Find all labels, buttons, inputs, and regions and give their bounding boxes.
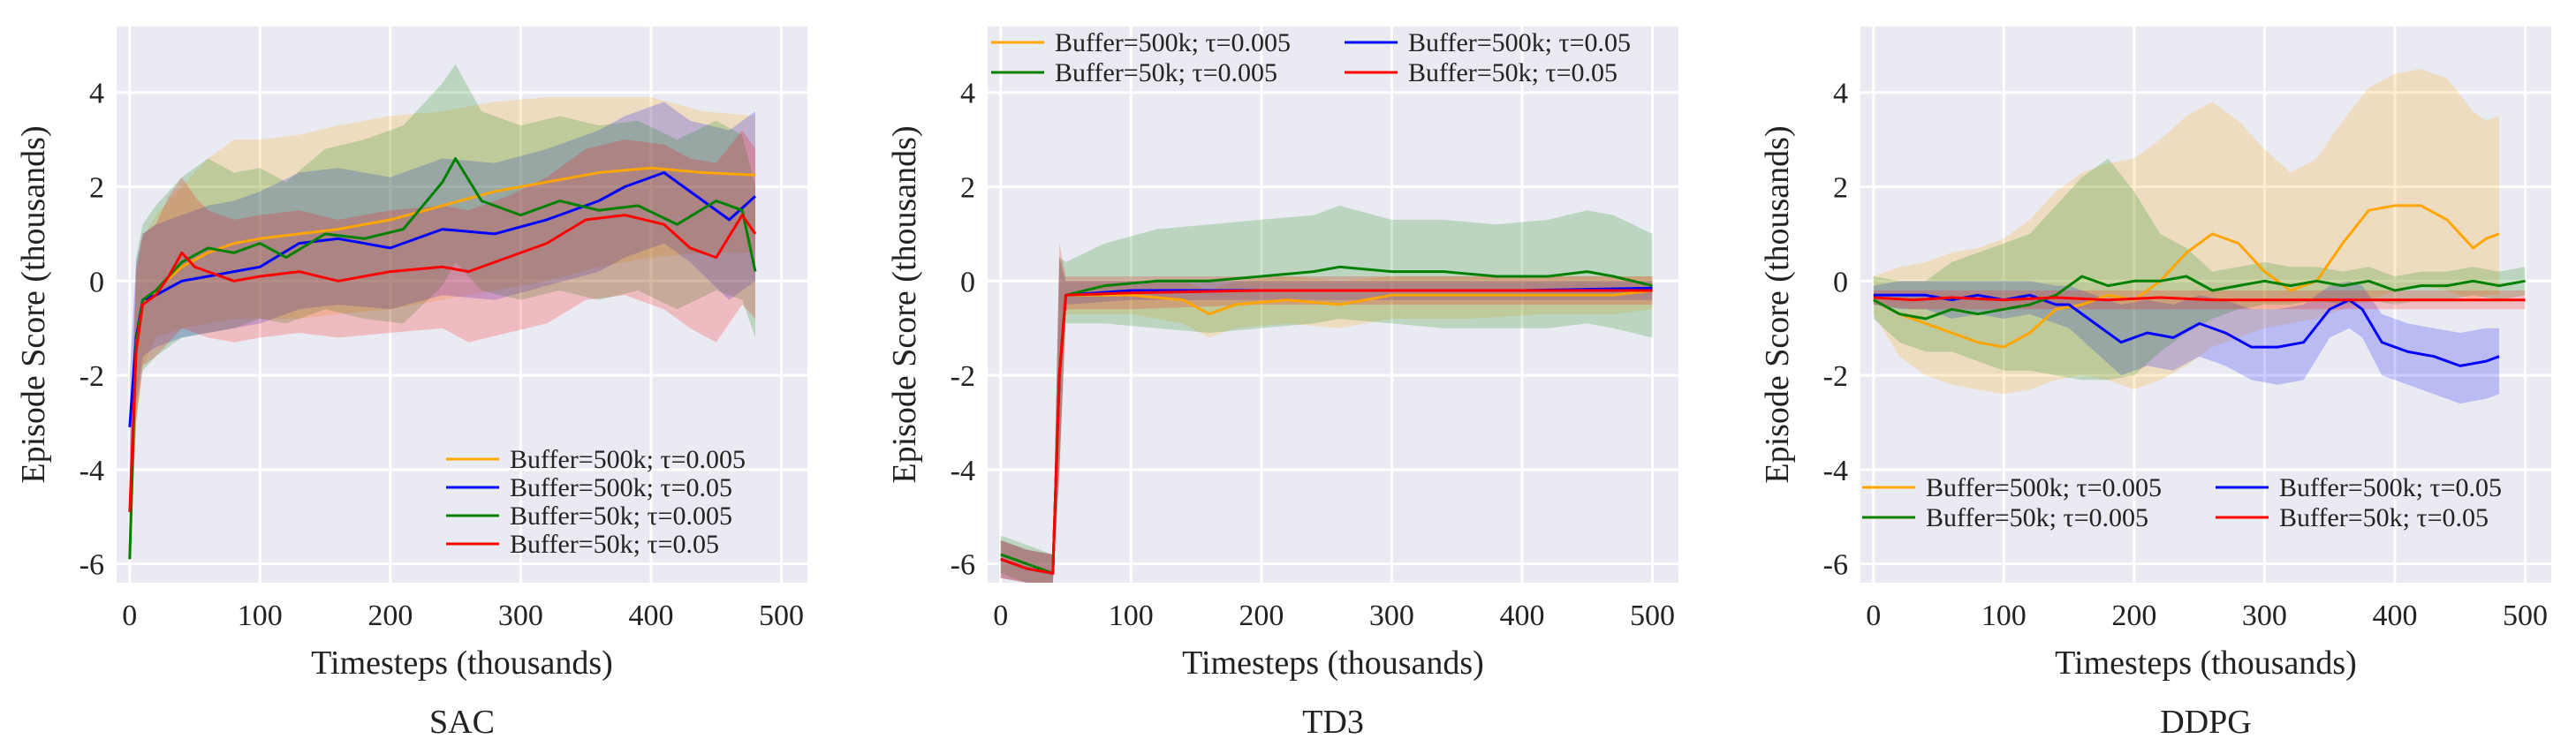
x-axis-label: Timesteps (thousands) <box>1182 645 1484 682</box>
subplot-caption: SAC <box>429 704 495 741</box>
y-tick-label: 0 <box>1833 266 1848 298</box>
x-tick-label: 100 <box>238 599 283 632</box>
y-tick-label: -4 <box>1823 455 1848 487</box>
legend-label: Buffer=500k; τ=0.005 <box>1055 28 1291 57</box>
x-tick-label: 100 <box>1981 599 2027 632</box>
x-tick-label: 500 <box>759 599 804 632</box>
y-tick-label: -2 <box>1823 360 1848 393</box>
y-axis-label: Episode Score (thousands) <box>886 125 923 483</box>
series-line-3 <box>128 214 757 512</box>
y-tick-label: 2 <box>89 172 104 205</box>
series-line-3 <box>1873 296 2526 302</box>
y-tick-label: -2 <box>951 360 975 393</box>
y-tick-label: 4 <box>1833 78 1848 110</box>
x-tick-label: 200 <box>1239 599 1284 632</box>
legend-label: Buffer=500k; τ=0.05 <box>510 473 732 502</box>
series-line-0 <box>1873 204 2500 349</box>
x-tick-label: 0 <box>993 599 1008 632</box>
x-tick-label: 300 <box>1369 599 1414 632</box>
y-tick-label: 2 <box>1833 172 1848 205</box>
x-tick-label: 500 <box>2503 599 2548 632</box>
subplot-caption: DDPG <box>2160 704 2251 741</box>
chart-panel-ddpg: 0 100 200 300 400 500 -6 -4 -2 0 2 4 Timesteps (thou… <box>1759 26 2551 741</box>
x-tick-label: 100 <box>1109 599 1154 632</box>
y-tick-label: -2 <box>80 360 104 393</box>
series-line-2 <box>1873 275 2526 320</box>
x-tick-label: 0 <box>122 599 137 632</box>
plot-area <box>117 26 807 583</box>
legend-label: Buffer=50k; τ=0.05 <box>2279 503 2489 532</box>
chart-panel-td3: 0 100 200 300 400 500 -6 -4 -2 0 2 4 Timesteps (thou… <box>886 26 1678 741</box>
y-axis-label: Episode Score (thousands) <box>1759 125 1796 483</box>
legend-label: Buffer=50k; τ=0.005 <box>1926 503 2148 532</box>
series-band-1 <box>1873 281 2499 404</box>
series-band-3 <box>1000 243 1653 583</box>
y-tick-label: 4 <box>89 78 104 110</box>
series-band-2 <box>1873 158 2526 381</box>
legend-label: Buffer=50k; τ=0.005 <box>510 501 732 531</box>
y-tick-label: 0 <box>960 266 975 298</box>
x-tick-label: 300 <box>2242 599 2287 632</box>
series-band-0 <box>129 97 756 564</box>
y-tick-label: 2 <box>960 172 975 205</box>
series-band-3 <box>129 130 756 564</box>
x-tick-label: 400 <box>2372 599 2417 632</box>
legend-label: Buffer=50k; τ=0.05 <box>510 530 719 559</box>
y-tick-label: -4 <box>951 455 975 487</box>
series-line-2 <box>128 157 757 560</box>
series-line-3 <box>1000 289 1653 575</box>
legend-label: Buffer=500k; τ=0.05 <box>2279 473 2502 502</box>
series-band-2 <box>129 64 756 564</box>
y-tick-label: -6 <box>80 549 104 582</box>
legend-label: Buffer=500k; τ=0.005 <box>1926 473 2162 502</box>
x-tick-label: 400 <box>1499 599 1544 632</box>
y-axis-label: Episode Score (thousands) <box>15 125 52 483</box>
y-tick-label: -6 <box>951 549 975 582</box>
x-tick-label: 400 <box>628 599 673 632</box>
series-band-2 <box>1000 205 1653 583</box>
subplot-caption: TD3 <box>1302 704 1364 741</box>
legend-label: Buffer=500k; τ=0.005 <box>510 445 746 474</box>
x-tick-label: 200 <box>367 599 413 632</box>
plot-content <box>1000 205 1653 583</box>
legend-label: Buffer=50k; τ=0.005 <box>1055 58 1277 87</box>
plot-content <box>1873 69 2526 404</box>
x-tick-label: 0 <box>1866 599 1881 632</box>
legend-label: Buffer=50k; τ=0.05 <box>1408 58 1618 87</box>
y-tick-label: 4 <box>960 78 975 110</box>
y-tick-label: -6 <box>1823 549 1848 582</box>
x-tick-label: 500 <box>1630 599 1675 632</box>
x-axis-label: Timesteps (thousands) <box>2055 645 2357 682</box>
plot-area <box>1860 26 2551 583</box>
chart-panel-sac: 0 100 200 300 400 500 -6 -4 -2 0 2 4 Timesteps (thou… <box>15 26 807 741</box>
x-tick-label: 300 <box>498 599 543 632</box>
plot-content <box>128 64 757 564</box>
series-line-1 <box>128 171 757 427</box>
y-tick-label: -4 <box>80 455 104 487</box>
y-tick-label: 0 <box>89 266 104 298</box>
x-tick-label: 200 <box>2111 599 2156 632</box>
series-band-0 <box>1873 69 2499 395</box>
series-line-1 <box>1873 293 2500 367</box>
x-axis-label: Timesteps (thousands) <box>311 645 613 682</box>
legend-label: Buffer=500k; τ=0.05 <box>1408 28 1631 57</box>
